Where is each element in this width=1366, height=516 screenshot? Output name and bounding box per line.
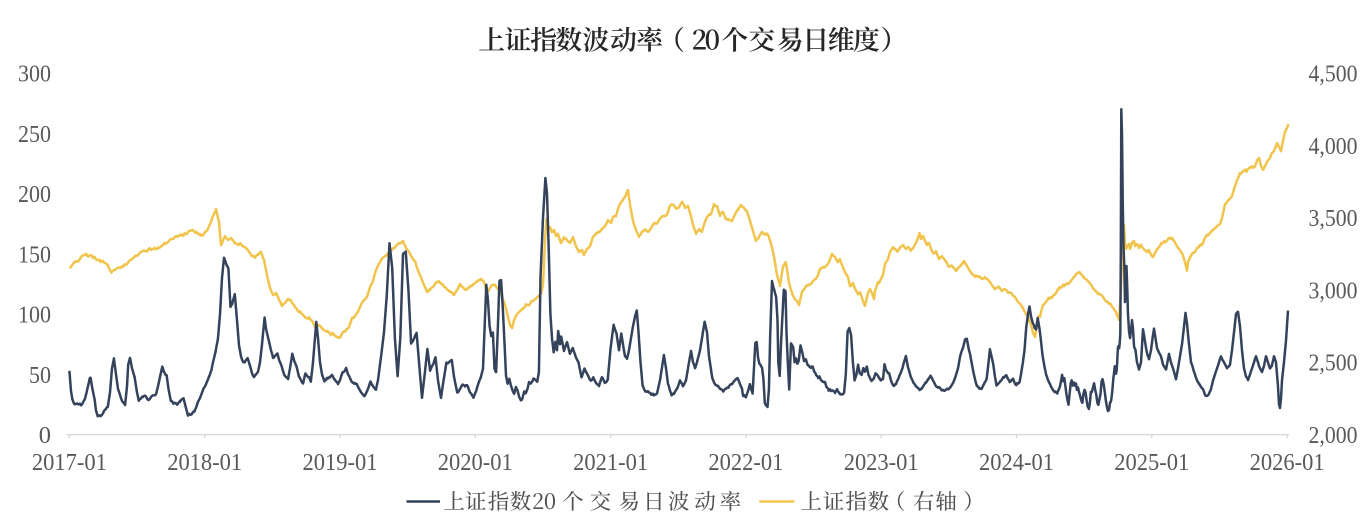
svg-text:150: 150	[18, 241, 51, 268]
svg-text:2,000: 2,000	[1309, 422, 1358, 449]
svg-text:2019-01: 2019-01	[303, 449, 378, 476]
svg-text:300: 300	[18, 61, 51, 88]
svg-text:200: 200	[18, 181, 51, 208]
svg-text:0: 0	[39, 422, 51, 449]
svg-text:2021-01: 2021-01	[573, 449, 648, 476]
svg-text:50: 50	[29, 362, 51, 389]
svg-text:4,000: 4,000	[1309, 133, 1358, 160]
svg-text:3,500: 3,500	[1309, 205, 1358, 232]
svg-text:2018-01: 2018-01	[167, 449, 242, 476]
svg-text:2023-01: 2023-01	[844, 449, 919, 476]
svg-text:2020-01: 2020-01	[438, 449, 513, 476]
svg-text:2025-01: 2025-01	[1114, 449, 1189, 476]
svg-text:2022-01: 2022-01	[708, 449, 783, 476]
svg-text:250: 250	[18, 121, 51, 148]
svg-text:2026-01: 2026-01	[1250, 449, 1325, 476]
svg-text:100: 100	[18, 302, 51, 329]
svg-text:2024-01: 2024-01	[979, 449, 1054, 476]
svg-text:4,500: 4,500	[1309, 61, 1358, 88]
svg-text:3,000: 3,000	[1309, 278, 1358, 305]
svg-text:2017-01: 2017-01	[32, 449, 107, 476]
svg-text:2,500: 2,500	[1309, 350, 1358, 377]
